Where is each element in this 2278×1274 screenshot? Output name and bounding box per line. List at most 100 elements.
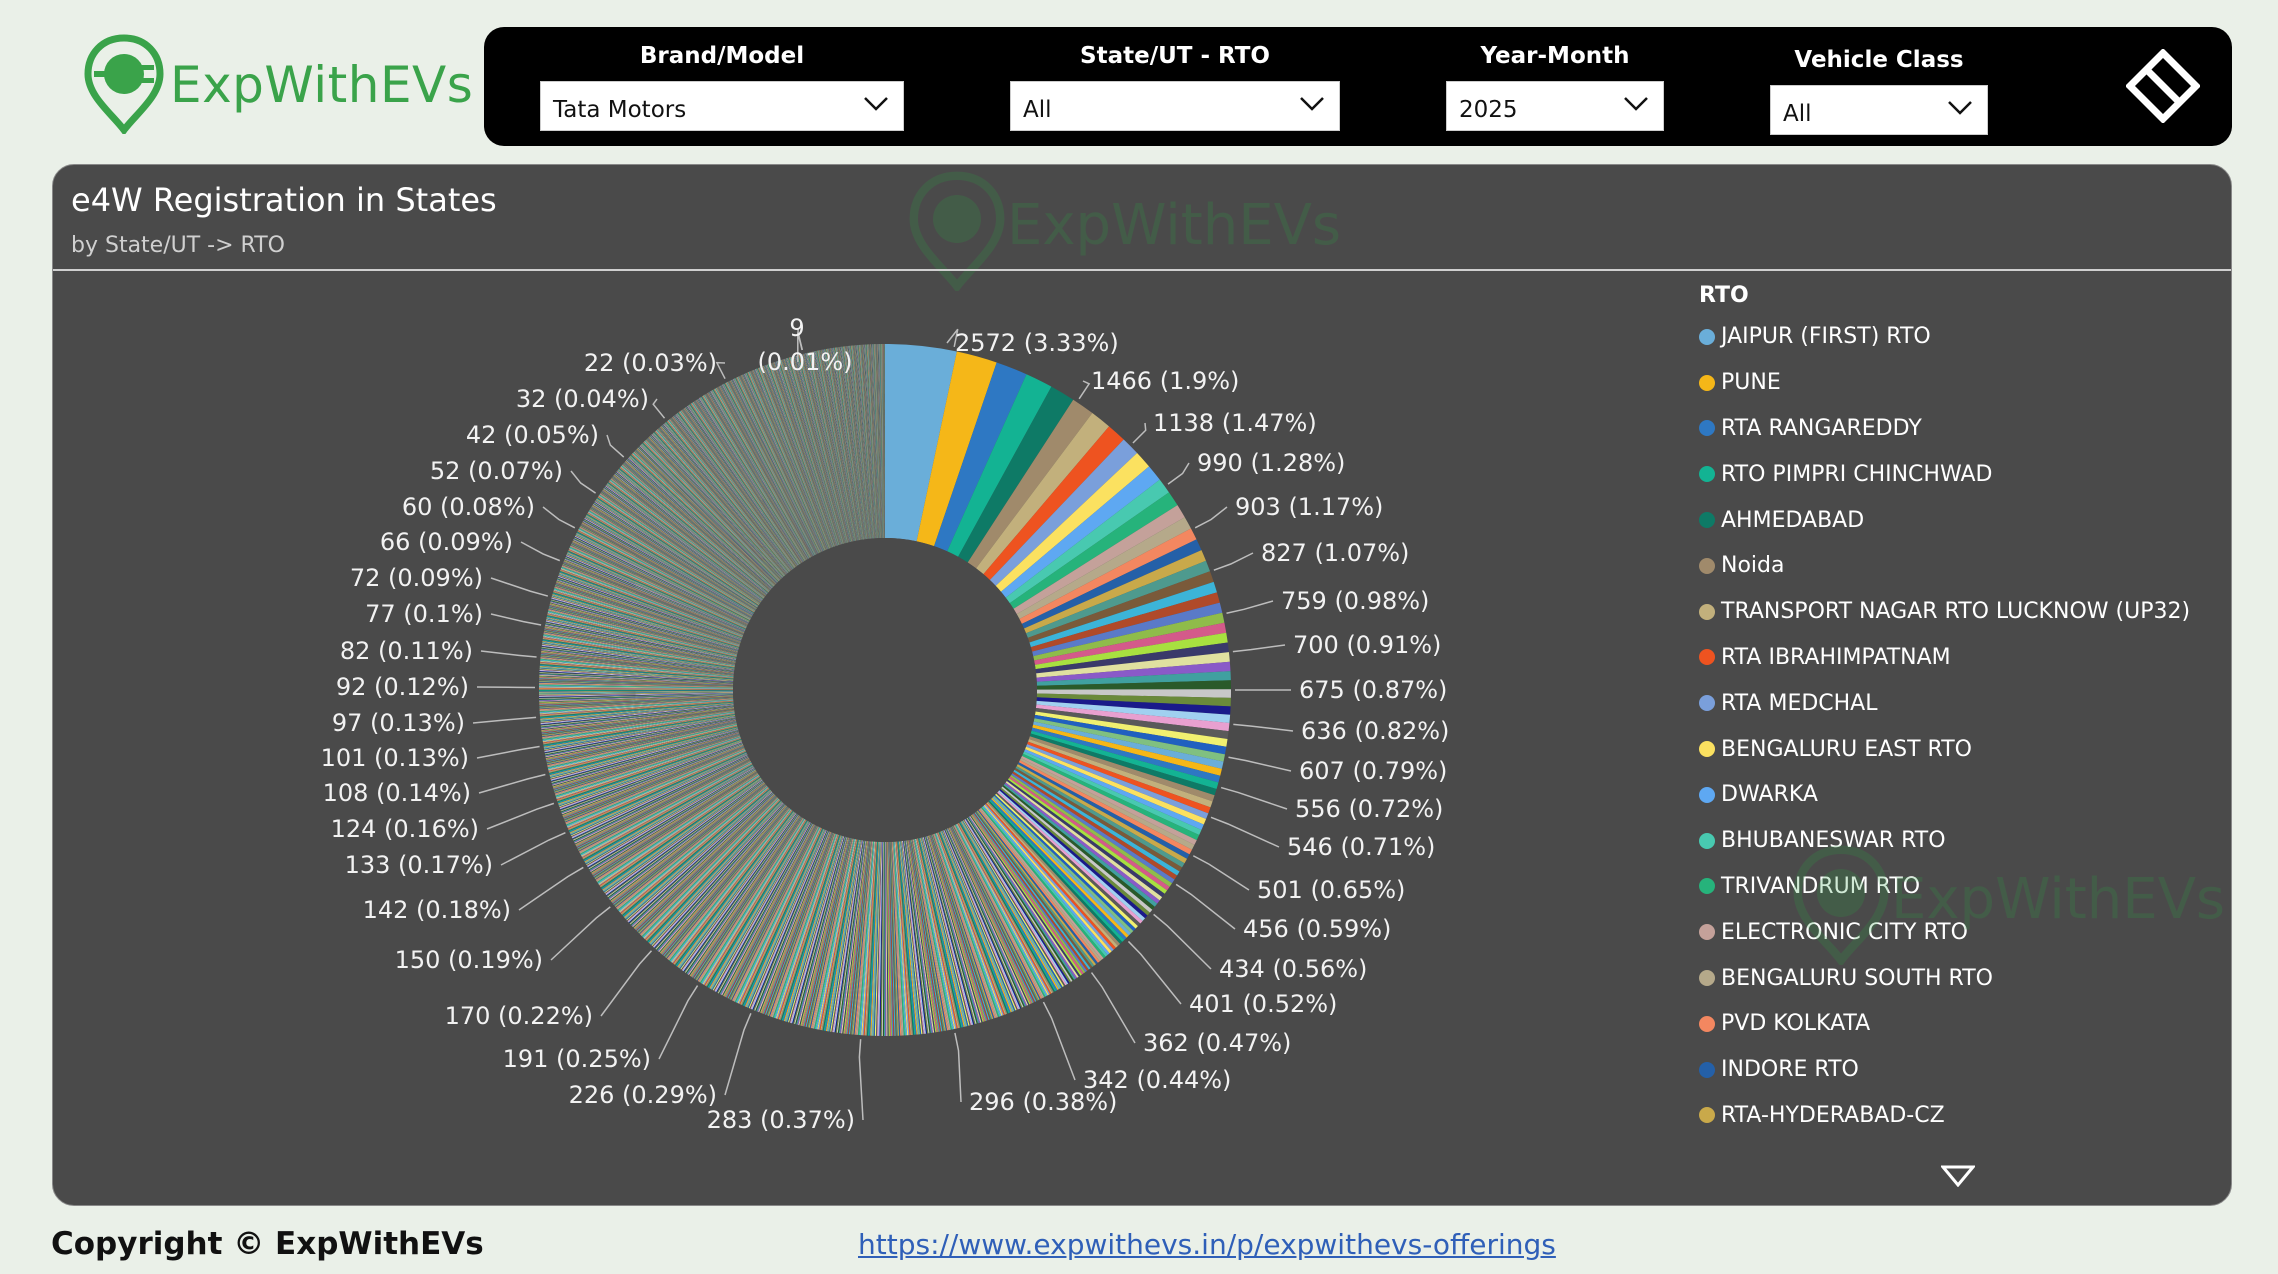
donut-slice[interactable] [706, 820, 808, 988]
donut-slice[interactable] [543, 715, 736, 749]
donut-slice[interactable] [601, 490, 761, 603]
donut-slice[interactable] [546, 616, 737, 659]
donut-slice[interactable] [550, 729, 739, 781]
donut-slice[interactable] [660, 426, 787, 575]
donut-slice[interactable] [934, 362, 1027, 552]
donut-slice[interactable] [759, 367, 830, 549]
donut-slice[interactable] [795, 355, 846, 544]
donut-slice[interactable] [678, 411, 795, 568]
donut-slice[interactable] [544, 629, 736, 664]
donut-slice[interactable] [838, 347, 865, 540]
donut-slice[interactable] [602, 490, 761, 603]
donut-slice[interactable] [838, 347, 865, 540]
donut-slice[interactable] [600, 492, 761, 604]
donut-slice[interactable] [843, 346, 867, 540]
donut-slice[interactable] [677, 412, 795, 569]
donut-slice[interactable] [557, 738, 742, 802]
donut-slice[interactable] [849, 345, 870, 539]
donut-slice[interactable] [833, 347, 863, 540]
donut-slice[interactable] [869, 344, 879, 539]
donut-slice[interactable] [664, 422, 789, 573]
donut-slice[interactable] [884, 344, 885, 539]
donut-slice[interactable] [619, 787, 769, 913]
donut-slice[interactable] [672, 416, 792, 571]
donut-slice[interactable] [913, 839, 952, 1030]
donut-slice[interactable] [854, 345, 872, 539]
donut-slice[interactable] [968, 816, 1076, 980]
donut-slice[interactable] [553, 591, 740, 648]
donut-slice[interactable] [556, 579, 741, 642]
donut-slice[interactable] [869, 841, 879, 1036]
donut-slice[interactable] [872, 344, 880, 539]
donut-slice[interactable] [779, 834, 840, 1020]
donut-slice[interactable] [848, 345, 870, 539]
donut-slice[interactable] [762, 832, 832, 1014]
donut-slice[interactable] [871, 841, 880, 1036]
donut-slice[interactable] [559, 741, 743, 808]
donut-slice[interactable] [1001, 786, 1153, 913]
donut-slice[interactable] [559, 741, 743, 809]
donut-slice[interactable] [609, 480, 764, 599]
donut-slice[interactable] [740, 828, 822, 1005]
donut-slice[interactable] [568, 751, 747, 831]
donut-slice[interactable] [642, 442, 779, 582]
donut-slice[interactable] [695, 400, 803, 563]
donut-slice[interactable] [622, 464, 770, 592]
donut-slice[interactable] [803, 353, 850, 543]
donut-slice[interactable] [811, 838, 854, 1029]
donut-slice[interactable] [545, 718, 736, 756]
donut-slice[interactable] [618, 787, 769, 912]
donut-slice[interactable] [609, 781, 765, 900]
donut-slice[interactable] [864, 344, 877, 539]
donut-slice[interactable] [861, 344, 875, 539]
donut-slice[interactable] [678, 412, 795, 569]
donut-slice[interactable] [555, 583, 741, 644]
donut-slice[interactable] [553, 590, 740, 647]
donut-slice[interactable] [545, 623, 736, 661]
donut-slice[interactable] [590, 508, 756, 611]
donut-slice[interactable] [802, 837, 850, 1027]
donut-slice[interactable] [616, 471, 767, 595]
donut-slice[interactable] [720, 385, 813, 557]
donut-slice[interactable] [626, 459, 772, 590]
donut-slice[interactable] [844, 346, 868, 540]
donut-slice[interactable] [543, 714, 736, 747]
donut-slice[interactable] [833, 347, 863, 540]
donut-slice[interactable] [654, 431, 784, 577]
donut-slice[interactable] [758, 831, 830, 1013]
donut-slice[interactable] [543, 634, 735, 666]
donut-slice[interactable] [662, 806, 788, 956]
legend-item[interactable]: TRIVANDRUM RTO [1699, 864, 2229, 910]
donut-slice[interactable] [569, 752, 747, 834]
donut-slice[interactable] [967, 399, 1093, 569]
donut-slice[interactable] [779, 360, 839, 546]
donut-slice[interactable] [633, 451, 775, 586]
donut-slice[interactable] [595, 499, 759, 607]
donut-slice[interactable] [636, 795, 777, 932]
donut-slice[interactable] [589, 769, 756, 872]
donut-slice[interactable] [681, 813, 797, 971]
donut-slice[interactable] [784, 358, 842, 545]
donut-slice[interactable] [677, 811, 795, 968]
donut-slice[interactable] [707, 392, 808, 560]
donut-slice[interactable] [879, 344, 883, 539]
donut-slice[interactable] [787, 357, 843, 545]
donut-slice[interactable] [539, 701, 734, 717]
donut-slice[interactable] [540, 658, 734, 677]
donut-slice[interactable] [570, 544, 748, 627]
donut-slice[interactable] [827, 348, 860, 541]
donut-slice[interactable] [1034, 714, 1227, 755]
donut-slice[interactable] [695, 817, 802, 980]
donut-slice[interactable] [767, 364, 834, 548]
donut-slice[interactable] [557, 576, 742, 641]
donut-slice[interactable] [597, 774, 759, 884]
donut-slice[interactable] [736, 827, 821, 1003]
donut-slice[interactable] [652, 802, 784, 948]
donut-slice[interactable] [723, 384, 815, 556]
donut-slice[interactable] [621, 465, 770, 592]
donut-slice[interactable] [803, 837, 850, 1027]
donut-slice[interactable] [606, 780, 764, 897]
donut-slice[interactable] [730, 380, 818, 554]
donut-slice[interactable] [866, 344, 878, 539]
donut-slice[interactable] [868, 344, 878, 539]
